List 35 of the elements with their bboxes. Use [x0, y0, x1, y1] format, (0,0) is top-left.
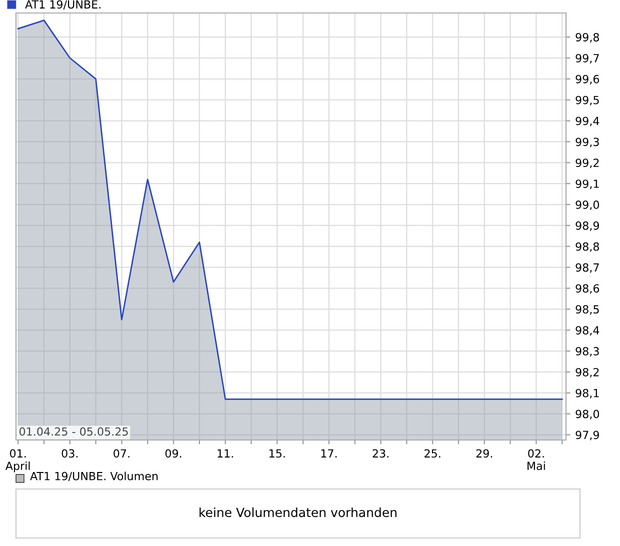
y-tick-label: 98,7 — [576, 263, 599, 273]
text: keine Volumendaten vorhanden — [200, 507, 396, 518]
y-tick-label: 98,6 — [576, 284, 600, 294]
x-tick-label: 02. Mai — [528, 449, 545, 470]
y-tick-label: 99,1 — [576, 180, 599, 190]
y-tick-label: 98,9 — [576, 221, 599, 231]
x-tick-label: 17. — [321, 449, 337, 458]
y-tick-label: 98,5 — [576, 305, 599, 315]
y-tick-label: 98,0 — [576, 410, 600, 420]
y-tick-label: 99,6 — [576, 74, 600, 84]
y-tick-label: 99,2 — [576, 158, 599, 168]
x-tick-label: 23. — [372, 449, 388, 458]
y-tick-label: 98,3 — [576, 347, 599, 357]
x-tick-label: 15. — [270, 449, 285, 458]
y-tick-label: 98,1 — [576, 388, 599, 398]
y-tick-label: 99,3 — [576, 138, 599, 148]
legend-label: AT1 19/UNBE. — [25, 0, 100, 10]
x-tick-label: 25. — [424, 449, 440, 458]
y-tick-label: 98,8 — [576, 242, 600, 252]
x-tick-label: 09. — [165, 449, 182, 458]
x-tick-label: 29. — [476, 449, 492, 458]
x-tick-label: 11. — [218, 449, 233, 458]
x-tick-label: 01. April — [5, 449, 30, 472]
x-tick-label: 03. — [62, 449, 78, 458]
x-tick-label: 07. — [114, 449, 130, 458]
y-tick-label: 98,2 — [576, 368, 599, 378]
y-tick-label: 99,7 — [576, 54, 599, 64]
y-tick-label: 98,4 — [576, 326, 600, 336]
annotation: 01.04.25 - 05.05.25 — [19, 427, 128, 436]
y-tick-label: 97,9 — [576, 430, 599, 440]
y-tick-label: 99,0 — [576, 200, 600, 210]
text: AT1 19/UNBE. Volumen — [30, 472, 158, 482]
y-tick-label: 99,4 — [576, 116, 600, 126]
y-tick-label: 99,5 — [576, 96, 599, 106]
y-tick-label: 99,8 — [576, 33, 600, 43]
